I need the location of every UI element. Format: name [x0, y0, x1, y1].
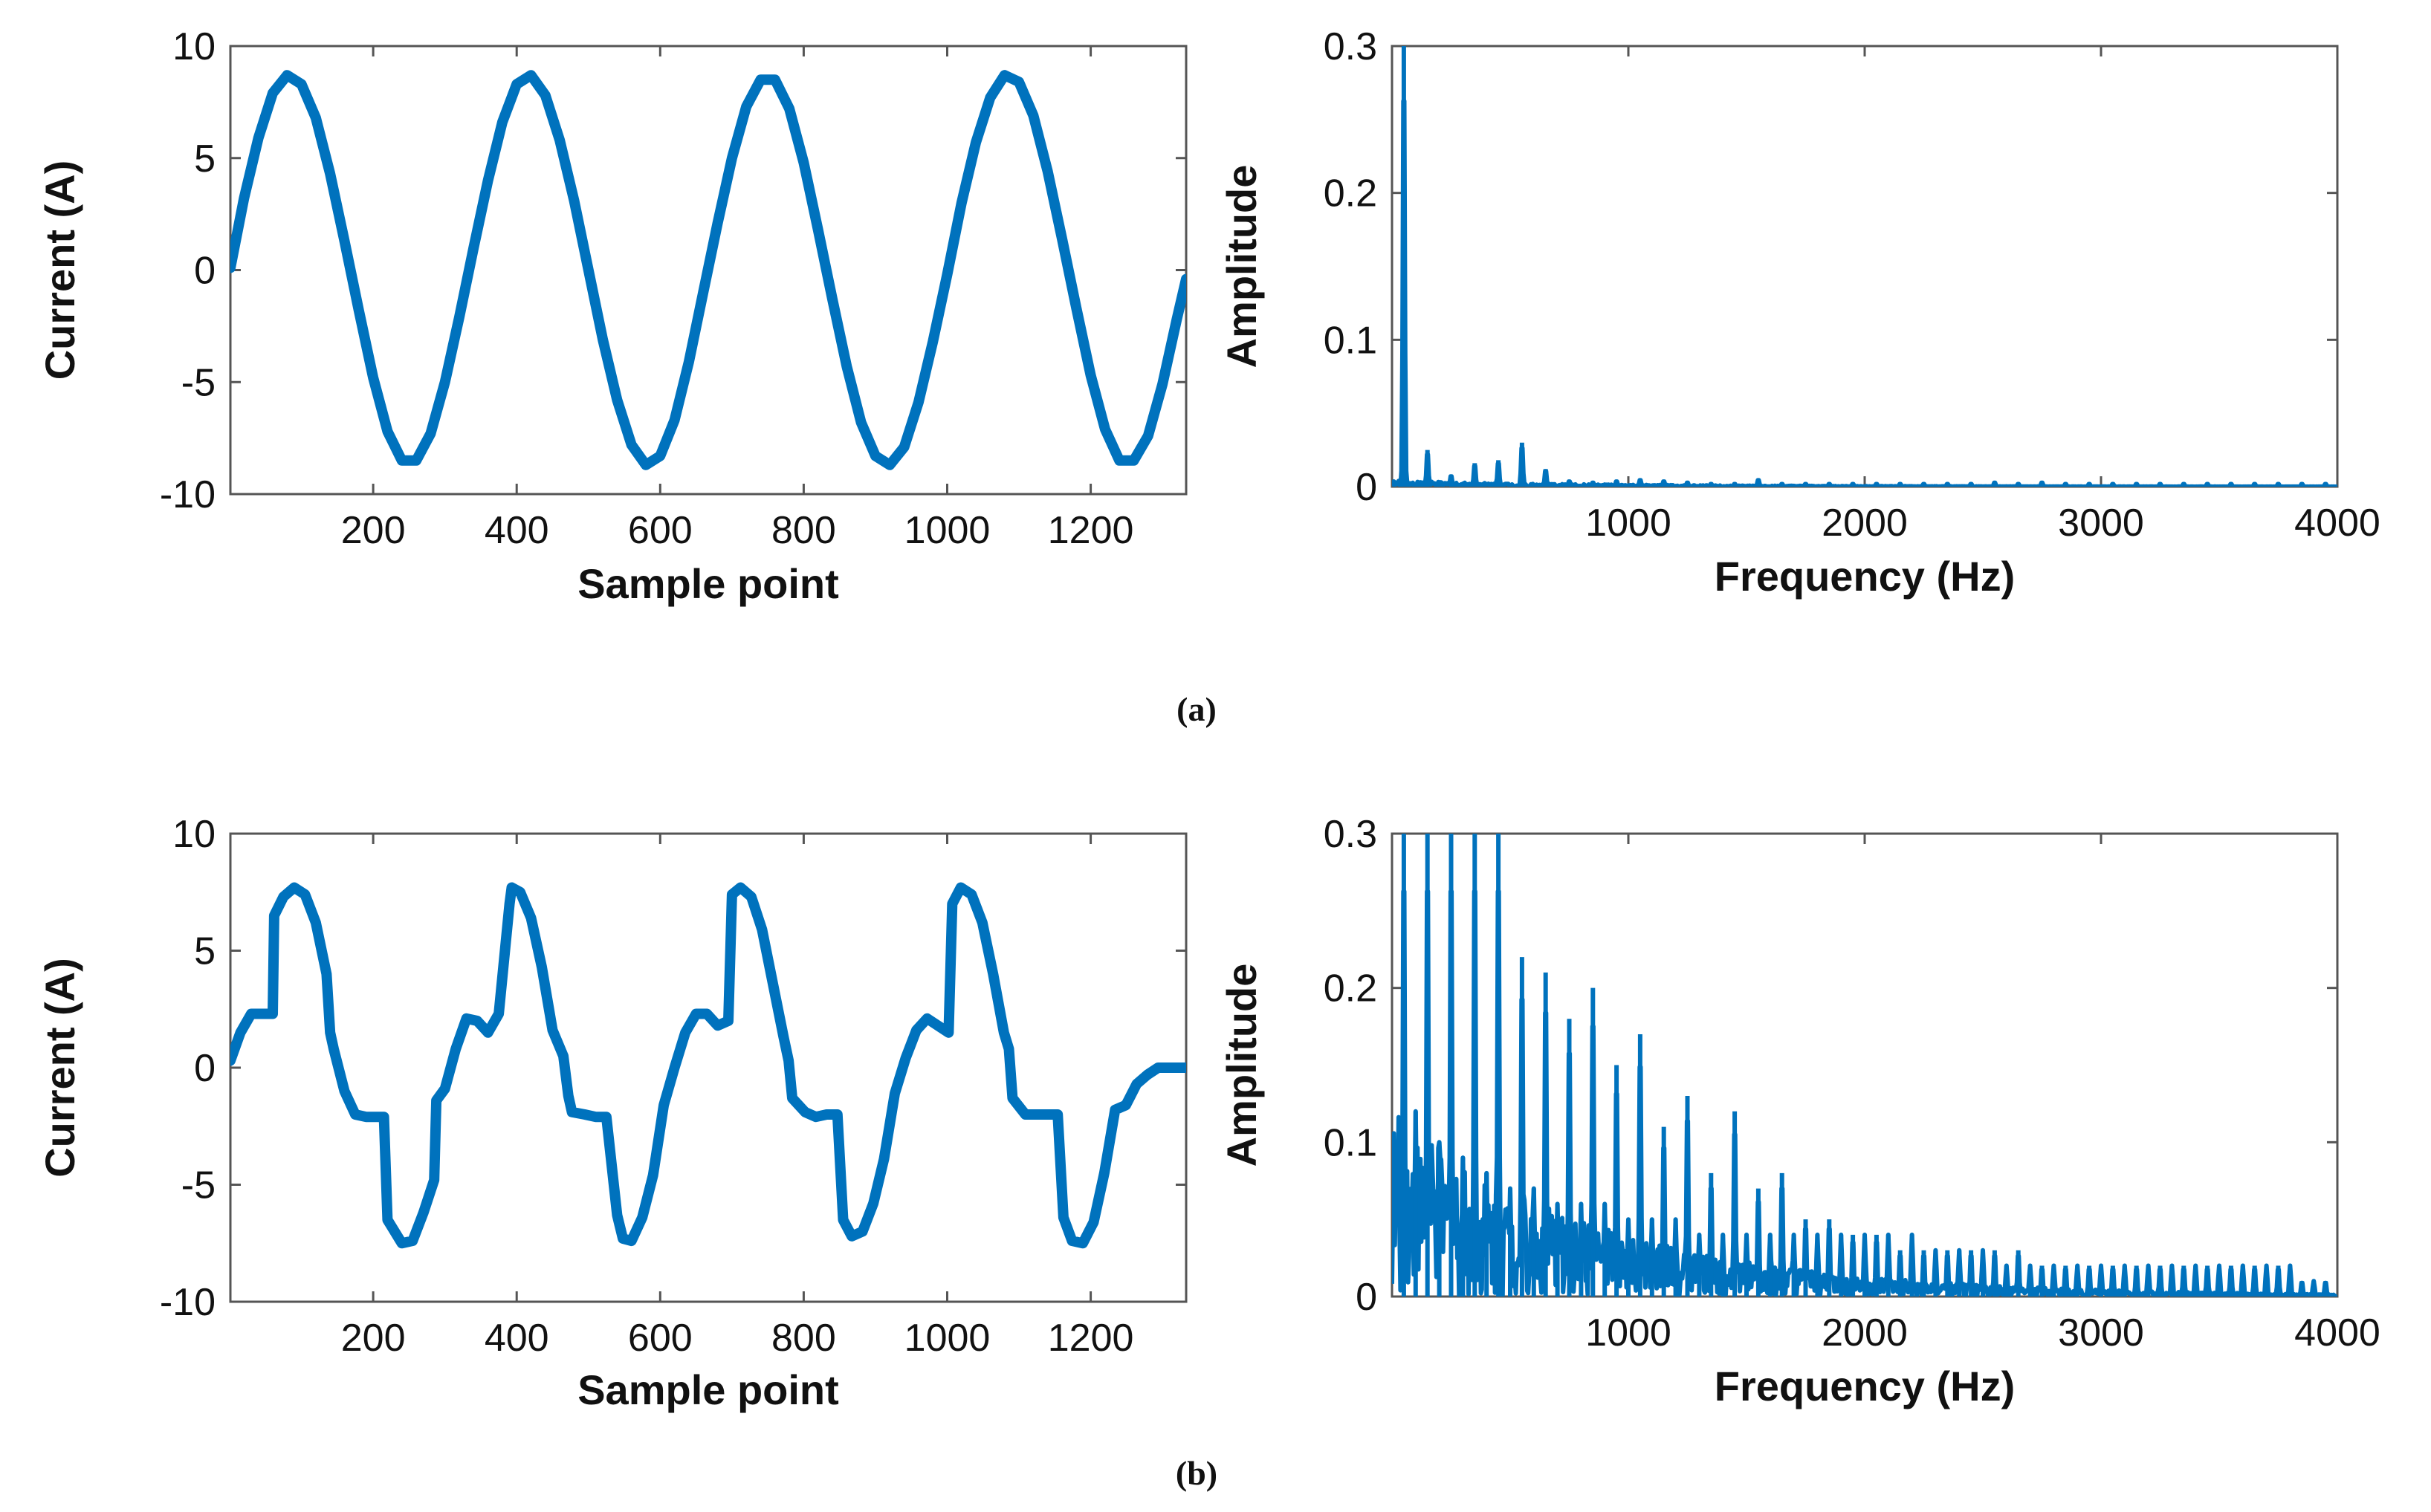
spectrum-line	[1392, 889, 2337, 1297]
series-line-current	[230, 70, 1186, 470]
y-tick-label: -10	[160, 473, 216, 516]
plot-area	[1392, 834, 2337, 1297]
y-tick-label: -5	[181, 1164, 216, 1207]
x-tick-label: 200	[341, 1317, 406, 1360]
x-tick-label: 3000	[2058, 1311, 2144, 1354]
y-tick-label: 0.1	[1324, 319, 1377, 362]
panel-a-spectrum-plot: 0 0.1 0.2 0.3 1000 2000 3000 4000 Frequency (Hz)…	[1218, 25, 2380, 600]
x-tick-label: 200	[341, 509, 406, 552]
panel-b-time-plot: -10 -5 0 5 10 200 400 600 800 1000 1200 Sample poin…	[36, 813, 1188, 1413]
spectrum-line	[1392, 99, 2337, 487]
x-tick-label: 800	[771, 1317, 836, 1360]
caption-a: (a)	[1176, 690, 1217, 728]
x-tick-label: 1000	[904, 509, 991, 552]
x-tick-label: 4000	[2294, 1311, 2380, 1354]
x-tick-label: 400	[485, 1317, 549, 1360]
x-tick-label: 1000	[1585, 502, 1671, 545]
y-tick-label: -10	[160, 1281, 216, 1324]
x-tick-label: 3000	[2058, 502, 2144, 545]
y-tick-label: 0.3	[1324, 25, 1377, 68]
y-axis-label: Current (A)	[36, 958, 83, 1178]
y-tick-label: -5	[181, 361, 216, 404]
x-tick-label: 400	[485, 509, 549, 552]
x-tick-label: 2000	[1822, 1311, 1908, 1354]
caption-b: (b)	[1176, 1454, 1217, 1492]
y-tick-label: 0	[1356, 1276, 1377, 1319]
series-line-current	[230, 882, 1186, 1249]
y-tick-label: 10	[172, 813, 216, 856]
plot-area	[230, 882, 1186, 1249]
x-tick-label: 1000	[1585, 1311, 1671, 1354]
plot-area	[230, 70, 1186, 470]
y-axis-label: Amplitude	[1218, 165, 1265, 369]
x-axis-label: Sample point	[577, 1366, 839, 1413]
y-tick-label: 0.1	[1324, 1121, 1377, 1164]
panel-a-time-plot: -10 -5 0 5 10 200 400 600 800 1000 1200 Sample poin…	[36, 25, 1188, 607]
y-axis-label: Current (A)	[36, 160, 83, 380]
y-tick-label: 0.2	[1324, 172, 1377, 215]
y-tick-label: 5	[194, 137, 216, 181]
x-tick-label: 2000	[1822, 502, 1908, 545]
x-tick-label: 1200	[1048, 509, 1134, 552]
x-tick-label: 1200	[1048, 1317, 1134, 1360]
x-axis-label: Frequency (Hz)	[1715, 553, 2016, 600]
x-tick-label: 600	[628, 509, 693, 552]
y-tick-label: 10	[172, 25, 216, 68]
x-tick-label: 800	[771, 509, 836, 552]
x-tick-label: 1000	[904, 1317, 991, 1360]
y-tick-label: 0	[1356, 466, 1377, 509]
y-tick-label: 0	[194, 1047, 216, 1090]
y-tick-label: 0	[194, 250, 216, 293]
plot-frame	[229, 832, 1188, 1303]
y-axis-label: Amplitude	[1218, 964, 1265, 1167]
y-tick-label: 5	[194, 930, 216, 973]
x-tick-label: 600	[628, 1317, 693, 1360]
x-axis-label: Sample point	[577, 560, 839, 607]
x-tick-label: 4000	[2294, 502, 2380, 545]
y-tick-label: 0.3	[1324, 813, 1377, 856]
y-tick-label: 0.2	[1324, 967, 1377, 1010]
plot-area	[1392, 46, 2337, 487]
plot-frame	[1391, 45, 2339, 488]
panel-b-spectrum-plot: 0 0.1 0.2 0.3 1000 2000 3000 4000 Frequency (Hz)…	[1218, 813, 2380, 1409]
x-axis-label: Frequency (Hz)	[1715, 1363, 2016, 1409]
